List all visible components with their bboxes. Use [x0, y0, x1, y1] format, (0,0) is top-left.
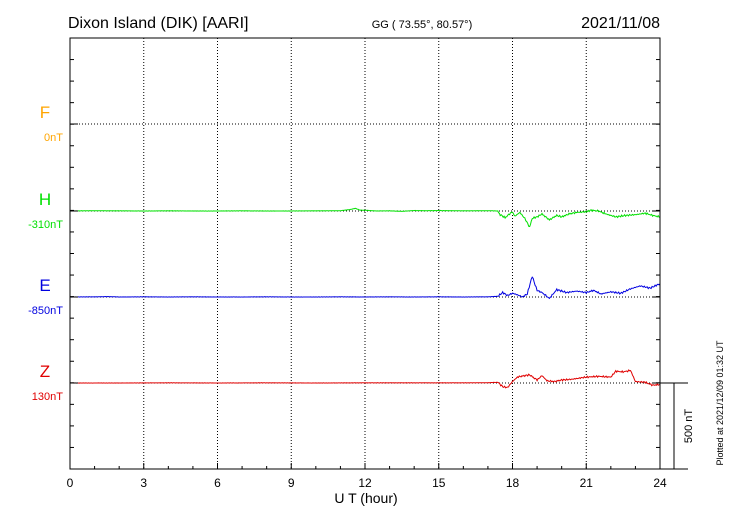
- x-tick-label: 3: [140, 476, 147, 490]
- baseline-label-h: -310nT: [28, 219, 63, 231]
- component-name-e: E: [39, 276, 50, 295]
- x-tick-label: 21: [580, 476, 594, 490]
- component-name-z: Z: [40, 362, 50, 381]
- coordinates-label: GG ( 73.55°, 80.57°): [372, 19, 473, 31]
- date-label: 2021/11/08: [581, 15, 660, 32]
- x-tick-label: 9: [288, 476, 295, 490]
- baseline-label-f: 0nT: [44, 132, 63, 144]
- component-name-f: F: [40, 103, 50, 122]
- component-name-h: H: [39, 190, 51, 209]
- x-axis-label: U T (hour): [334, 490, 397, 506]
- x-axis-ticks: 0 3 6 9 12 15 18 21 24: [67, 463, 667, 490]
- baseline-label-z: 130nT: [32, 391, 63, 403]
- x-tick-label: 15: [432, 476, 446, 490]
- series-line-z: [69, 369, 661, 389]
- component-labels: F 0nT H -310nT E -850nT Z 130nT: [28, 103, 63, 403]
- series-lines: [69, 207, 661, 389]
- grid: [70, 38, 660, 469]
- x-tick-label: 6: [214, 476, 221, 490]
- x-tick-label: 18: [506, 476, 520, 490]
- station-title: Dixon Island (DIK) [AARI]: [68, 15, 249, 32]
- x-tick-label: 24: [653, 476, 667, 490]
- x-tick-label: 12: [358, 476, 372, 490]
- plotted-timestamp: Plotted at 2021/12/09 01:32 UT: [715, 340, 725, 466]
- series-line-e: [70, 276, 661, 300]
- scale-bar: 500 nT: [660, 382, 695, 470]
- series-line-h: [69, 207, 661, 228]
- x-tick-label: 0: [67, 476, 74, 490]
- scale-bar-label: 500 nT: [683, 409, 695, 444]
- baseline-label-e: -850nT: [28, 305, 63, 317]
